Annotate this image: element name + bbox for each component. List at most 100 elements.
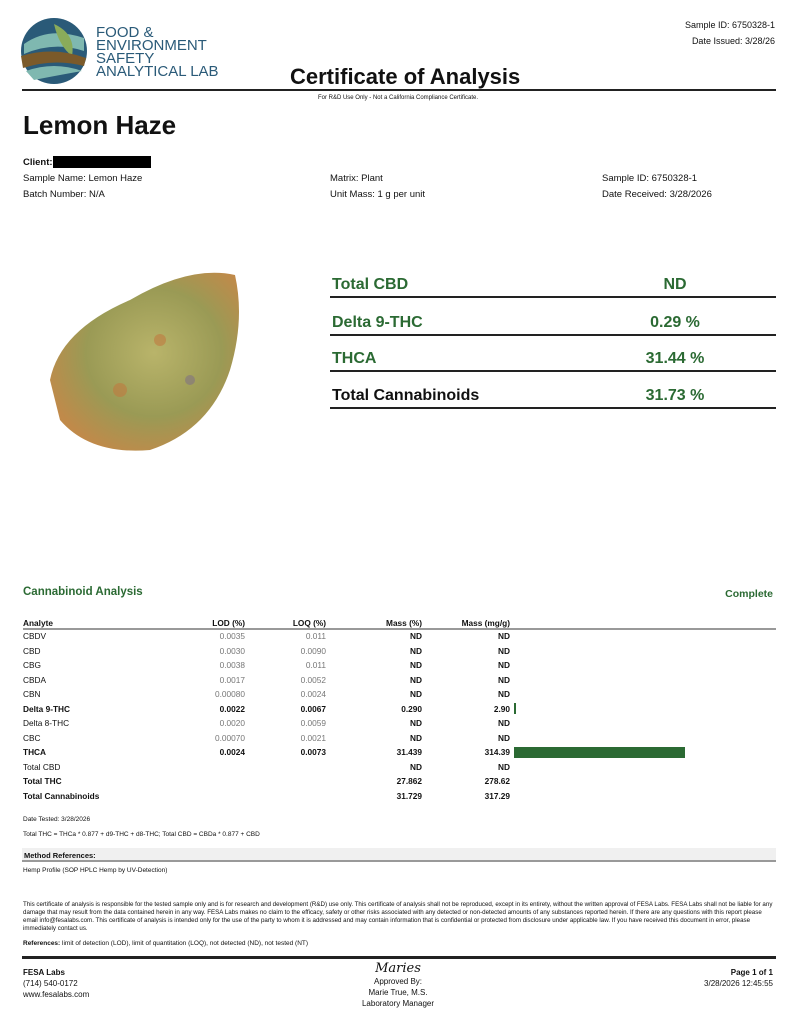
table-row: CBN 0.00080 0.0024 ND ND bbox=[23, 687, 770, 702]
sample-title: Lemon Haze bbox=[23, 110, 177, 140]
cell-analyte: CBD bbox=[23, 645, 41, 656]
table-row: Total CBD ND ND bbox=[23, 760, 770, 775]
cell-loq: 0.011 bbox=[305, 631, 326, 642]
method-item: Hemp Profile (SOP HPLC Hemp by UV-Detect… bbox=[23, 867, 168, 874]
cannabinoid-table: Analyte LOD (%) LOQ (%) Mass (%) Mass (m… bbox=[23, 617, 770, 803]
cell-lod: 0.0038 bbox=[219, 660, 245, 671]
approved-by: Approved By: bbox=[373, 977, 423, 986]
table-row: CBDV 0.0035 0.011 ND ND bbox=[23, 629, 770, 644]
header-sample-id: Sample ID: 6750328-1 bbox=[684, 20, 775, 30]
method-references-header: Method References: bbox=[22, 848, 776, 862]
matrix: Matrix: Plant bbox=[330, 173, 383, 184]
client-label: Client: bbox=[23, 157, 53, 168]
cell-bar bbox=[510, 745, 770, 760]
cell-lod: 0.0022 bbox=[219, 703, 245, 714]
cell-analyte: Total THC bbox=[23, 776, 62, 787]
cell-loq: 0.0024 bbox=[300, 689, 326, 700]
cell-bar bbox=[510, 702, 770, 717]
cell-loq: 0.0073 bbox=[300, 747, 326, 758]
divider bbox=[22, 956, 776, 959]
sample-name: Sample Name: Lemon Haze bbox=[23, 173, 143, 184]
cell-mass-mgg: ND bbox=[498, 660, 510, 671]
col-lod: LOD (%) bbox=[212, 618, 245, 628]
page-title: Certificate of Analysis bbox=[290, 64, 521, 89]
unit-mass: Unit Mass: 1 g per unit bbox=[330, 189, 426, 200]
cell-bar bbox=[510, 760, 770, 775]
cell-mass-pct: 0.290 bbox=[401, 703, 422, 714]
sample-photo bbox=[50, 272, 239, 451]
footer-left: FESA Labs (714) 540-0172 www.fesalabs.co… bbox=[23, 967, 89, 1000]
cell-mass-pct: ND bbox=[410, 732, 422, 743]
cell-mass-pct: ND bbox=[410, 674, 422, 685]
cell-lod: 0.0035 bbox=[219, 631, 245, 642]
cell-bar bbox=[510, 644, 770, 659]
logo-line: ENVIRONMENT bbox=[96, 37, 207, 54]
header-date-issued: Date Issued: 3/28/26 bbox=[691, 36, 775, 46]
formula-note: Total THC = THCa * 0.877 + d9-THC + d8-T… bbox=[23, 831, 260, 838]
lab-logo bbox=[21, 18, 87, 84]
cell-analyte: THCA bbox=[23, 747, 47, 758]
summary-label: THCA bbox=[332, 350, 377, 367]
print-timestamp: 3/28/2026 12:45:55 bbox=[704, 979, 773, 988]
cell-analyte: Delta 9-THC bbox=[23, 703, 71, 714]
summary-label: Total Cannabinoids bbox=[332, 387, 480, 404]
cell-loq: 0.0021 bbox=[300, 732, 326, 743]
cell-mass-pct: ND bbox=[410, 718, 422, 729]
section-title: Cannabinoid Analysis bbox=[23, 586, 143, 598]
cell-bar bbox=[510, 687, 770, 702]
cell-mass-mgg: 317.29 bbox=[484, 790, 510, 801]
cell-loq: 0.0052 bbox=[300, 674, 326, 685]
cell-loq bbox=[245, 789, 326, 804]
date-received: Date Received: 3/28/2026 bbox=[602, 189, 712, 200]
cell-mass-pct: ND bbox=[410, 689, 422, 700]
cell-bar bbox=[510, 789, 770, 804]
summary-label: Total CBD bbox=[332, 276, 409, 293]
cell-mass-mgg: ND bbox=[498, 732, 510, 743]
cell-analyte: Delta 8-THC bbox=[23, 718, 70, 729]
cell-bar bbox=[510, 673, 770, 688]
cell-lod bbox=[173, 760, 245, 775]
col-mass-mgg: Mass (mg/g) bbox=[461, 618, 510, 628]
col-loq: LOQ (%) bbox=[292, 618, 326, 628]
mass-bar bbox=[514, 746, 685, 758]
page-number: Page 1 of 1 bbox=[730, 968, 773, 977]
lab-website[interactable]: www.fesalabs.com bbox=[23, 990, 90, 999]
table-row: CBG 0.0038 0.011 ND ND bbox=[23, 658, 770, 673]
cell-lod bbox=[173, 789, 245, 804]
references-text: limit of detection (LOD), limit of quant… bbox=[60, 940, 309, 947]
sample-info-mid: Matrix: Plant Unit Mass: 1 g per unit bbox=[330, 171, 425, 203]
cell-loq: 0.011 bbox=[305, 660, 326, 671]
rd-note: For R&D Use Only - Not a California Comp… bbox=[317, 95, 479, 101]
table-row: Delta 8-THC 0.0020 0.0059 ND ND bbox=[23, 716, 770, 731]
summary-row: Total Cannabinoids 31.73 % bbox=[330, 383, 776, 409]
cell-analyte: CBG bbox=[23, 660, 41, 671]
references: References: limit of detection (LOD), li… bbox=[23, 940, 308, 947]
cell-lod: 0.00070 bbox=[215, 732, 245, 743]
sample-id: Sample ID: 6750328-1 bbox=[602, 173, 698, 184]
table-row: THCA 0.0024 0.0073 31.439 314.39 bbox=[23, 745, 770, 760]
cell-lod: 0.0020 bbox=[219, 718, 245, 729]
table-row: Total THC 27.862 278.62 bbox=[23, 774, 770, 789]
cell-mass-pct: ND bbox=[410, 660, 422, 671]
cell-bar bbox=[510, 629, 770, 644]
summary-value: 31.44 % bbox=[645, 350, 705, 367]
cell-loq: 0.0090 bbox=[300, 645, 326, 656]
cell-mass-pct: 27.862 bbox=[396, 776, 422, 787]
cell-mass-mgg: ND bbox=[498, 718, 510, 729]
summary-row: Delta 9-THC 0.29 % bbox=[330, 310, 776, 336]
cell-mass-pct: ND bbox=[410, 631, 422, 642]
summary-value: 31.73 % bbox=[645, 387, 705, 404]
table-row: CBC 0.00070 0.0021 ND ND bbox=[23, 731, 770, 746]
col-mass-pct: Mass (%) bbox=[386, 618, 422, 628]
references-label: References: bbox=[23, 940, 61, 947]
sample-info-left: Client: Sample Name: Lemon Haze Batch Nu… bbox=[23, 155, 151, 203]
cell-mass-mgg: 278.62 bbox=[484, 776, 510, 787]
table-row: Delta 9-THC 0.0022 0.0067 0.290 2.90 bbox=[23, 702, 770, 717]
disclaimer: This certificate of analysis is responsi… bbox=[23, 901, 773, 932]
cell-loq bbox=[245, 774, 326, 789]
cell-bar bbox=[510, 731, 770, 746]
col-analyte: Analyte bbox=[23, 618, 53, 628]
summary-value: ND bbox=[663, 276, 687, 293]
divider bbox=[22, 89, 776, 91]
cell-lod bbox=[173, 774, 245, 789]
